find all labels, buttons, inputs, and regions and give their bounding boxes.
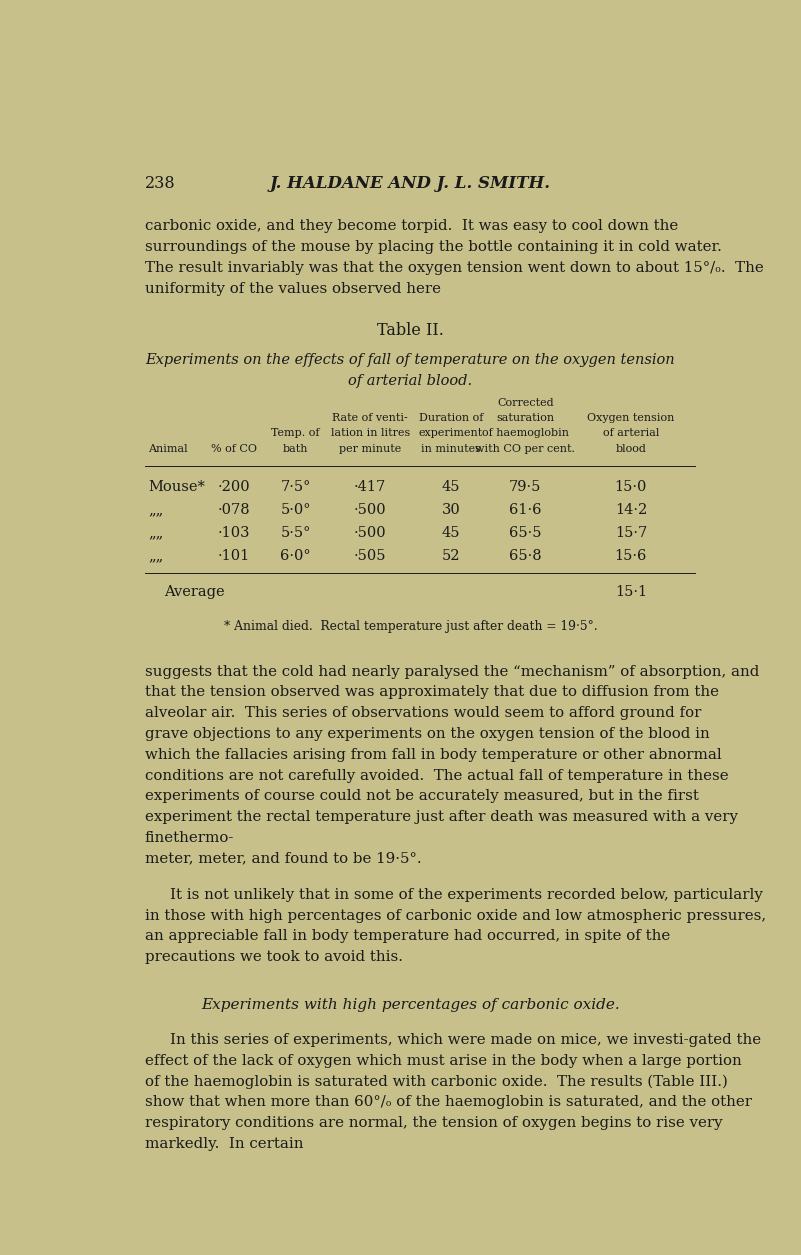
- Text: an appreciable fall in body temperature had occurred, in spite of the: an appreciable fall in body temperature …: [145, 930, 670, 944]
- Text: experiment the rectal temperature just after death was measured with a very: experiment the rectal temperature just a…: [145, 811, 738, 825]
- Text: The result invariably was that the oxygen tension went down to about 15°/ₒ.  The: The result invariably was that the oxyge…: [145, 261, 763, 275]
- Text: 65·8: 65·8: [509, 550, 541, 563]
- Text: show that when more than 60°/ₒ of the haemoglobin is saturated, and the other: show that when more than 60°/ₒ of the ha…: [145, 1096, 752, 1109]
- Text: alveolar air.  This series of observations would seem to afford ground for: alveolar air. This series of observation…: [145, 707, 701, 720]
- Text: „„: „„: [148, 550, 163, 563]
- Text: 7·5°: 7·5°: [280, 479, 311, 493]
- Text: with CO per cent.: with CO per cent.: [475, 444, 575, 454]
- Text: ·101: ·101: [217, 550, 250, 563]
- Text: uniformity of the values observed here: uniformity of the values observed here: [145, 281, 441, 295]
- Text: saturation: saturation: [497, 413, 554, 423]
- Text: grave objections to any experiments on the oxygen tension of the blood in: grave objections to any experiments on t…: [145, 727, 710, 740]
- Text: in minutes: in minutes: [421, 444, 481, 454]
- Text: that the tension observed was approximately that due to diffusion from the: that the tension observed was approximat…: [145, 685, 718, 699]
- Text: experiments of course could not be accurately measured, but in the first: experiments of course could not be accur…: [145, 789, 698, 803]
- Text: 65·5: 65·5: [509, 526, 541, 540]
- Text: effect of the lack of oxygen which must arise in the body when a large portion: effect of the lack of oxygen which must …: [145, 1054, 742, 1068]
- Text: 30: 30: [441, 503, 461, 517]
- Text: It is not unlikely that in some of the experiments recorded below, particularly: It is not unlikely that in some of the e…: [170, 887, 763, 902]
- Text: Corrected: Corrected: [497, 398, 553, 408]
- Text: lation in litres: lation in litres: [331, 428, 410, 438]
- Text: meter, meter, and found to be 19·5°.: meter, meter, and found to be 19·5°.: [145, 852, 421, 866]
- Text: surroundings of the mouse by placing the bottle containing it in cold water.: surroundings of the mouse by placing the…: [145, 240, 727, 254]
- Text: * Animal died.  Rectal temperature just after death = 19·5°.: * Animal died. Rectal temperature just a…: [223, 620, 598, 634]
- Text: 45: 45: [441, 526, 460, 540]
- Text: % of CO: % of CO: [211, 444, 256, 454]
- Text: 15·6: 15·6: [614, 550, 647, 563]
- Text: per minute: per minute: [339, 444, 401, 454]
- Text: 238: 238: [145, 174, 175, 192]
- Text: 5·5°: 5·5°: [280, 526, 311, 540]
- Text: of the haemoglobin is saturated with carbonic oxide.  The results (Table III.): of the haemoglobin is saturated with car…: [145, 1074, 727, 1089]
- Text: 45: 45: [441, 479, 460, 493]
- Text: Average: Average: [164, 585, 225, 600]
- Text: of arterial: of arterial: [602, 428, 659, 438]
- Text: carbonic oxide, and they become torpid.  It was easy to cool down the: carbonic oxide, and they become torpid. …: [145, 220, 678, 233]
- Text: Duration of: Duration of: [419, 413, 483, 423]
- Text: J. HALDANE AND J. L. SMITH.: J. HALDANE AND J. L. SMITH.: [270, 174, 551, 192]
- Text: bath: bath: [283, 444, 308, 454]
- Text: Experiments on the effects of fall of temperature on the oxygen tension: Experiments on the effects of fall of te…: [146, 353, 675, 366]
- Text: Table II.: Table II.: [377, 321, 444, 339]
- Text: 14·2: 14·2: [614, 503, 647, 517]
- Text: ·505: ·505: [354, 550, 386, 563]
- Text: 15·0: 15·0: [614, 479, 647, 493]
- Text: „„: „„: [148, 526, 163, 540]
- Text: 6·0°: 6·0°: [280, 550, 311, 563]
- Text: ·500: ·500: [354, 503, 386, 517]
- Text: 79·5: 79·5: [509, 479, 541, 493]
- Text: respiratory conditions are normal, the tension of oxygen begins to rise very: respiratory conditions are normal, the t…: [145, 1116, 723, 1130]
- Text: Temp. of: Temp. of: [272, 428, 320, 438]
- Text: 61·6: 61·6: [509, 503, 541, 517]
- Text: markedly.  In certain: markedly. In certain: [145, 1137, 304, 1151]
- Text: ·417: ·417: [354, 479, 386, 493]
- Text: ·200: ·200: [217, 479, 250, 493]
- Text: ·078: ·078: [217, 503, 250, 517]
- Text: Rate of venti-: Rate of venti-: [332, 413, 408, 423]
- Text: ·500: ·500: [354, 526, 386, 540]
- Text: ·103: ·103: [217, 526, 250, 540]
- Text: 5·0°: 5·0°: [280, 503, 311, 517]
- Text: Animal: Animal: [148, 444, 188, 454]
- Text: which the fallacies arising from fall in body temperature or other abnormal: which the fallacies arising from fall in…: [145, 748, 722, 762]
- Text: „„: „„: [148, 503, 163, 517]
- Text: of arterial blood.: of arterial blood.: [348, 374, 473, 388]
- Text: Experiments with high percentages of carbonic oxide.: Experiments with high percentages of car…: [201, 998, 620, 1012]
- Text: conditions are not carefully avoided.  The actual fall of temperature in these: conditions are not carefully avoided. Th…: [145, 768, 728, 783]
- Text: In this series of experiments, which were made on mice, we investi-gated the: In this series of experiments, which wer…: [170, 1033, 761, 1047]
- Text: precautions we took to avoid this.: precautions we took to avoid this.: [145, 950, 403, 964]
- Text: 52: 52: [441, 550, 460, 563]
- Text: suggests that the cold had nearly paralysed the “mechanism” of absorption, and: suggests that the cold had nearly paraly…: [145, 665, 759, 679]
- Text: 15·7: 15·7: [614, 526, 647, 540]
- Text: Mouse*: Mouse*: [148, 479, 205, 493]
- Text: Oxygen tension: Oxygen tension: [587, 413, 674, 423]
- Text: of haemoglobin: of haemoglobin: [482, 428, 569, 438]
- Text: in those with high percentages of carbonic oxide and low atmospheric pressures,: in those with high percentages of carbon…: [145, 909, 766, 922]
- Text: blood: blood: [615, 444, 646, 454]
- Text: 15·1: 15·1: [615, 585, 647, 600]
- Text: experiment: experiment: [419, 428, 483, 438]
- Text: finethermo-: finethermo-: [145, 831, 234, 845]
